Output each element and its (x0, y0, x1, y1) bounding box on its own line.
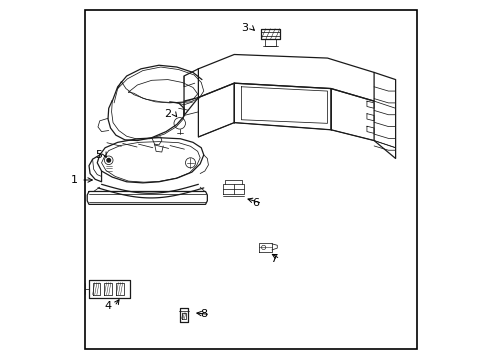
Text: 3: 3 (242, 23, 248, 33)
Text: 7: 7 (270, 254, 277, 264)
Circle shape (107, 158, 111, 162)
Text: 1: 1 (71, 175, 78, 185)
Text: 6: 6 (252, 198, 259, 208)
Text: 2: 2 (164, 109, 171, 119)
Text: 8: 8 (200, 310, 207, 319)
Text: 4: 4 (104, 301, 112, 311)
Text: 5: 5 (95, 150, 102, 160)
